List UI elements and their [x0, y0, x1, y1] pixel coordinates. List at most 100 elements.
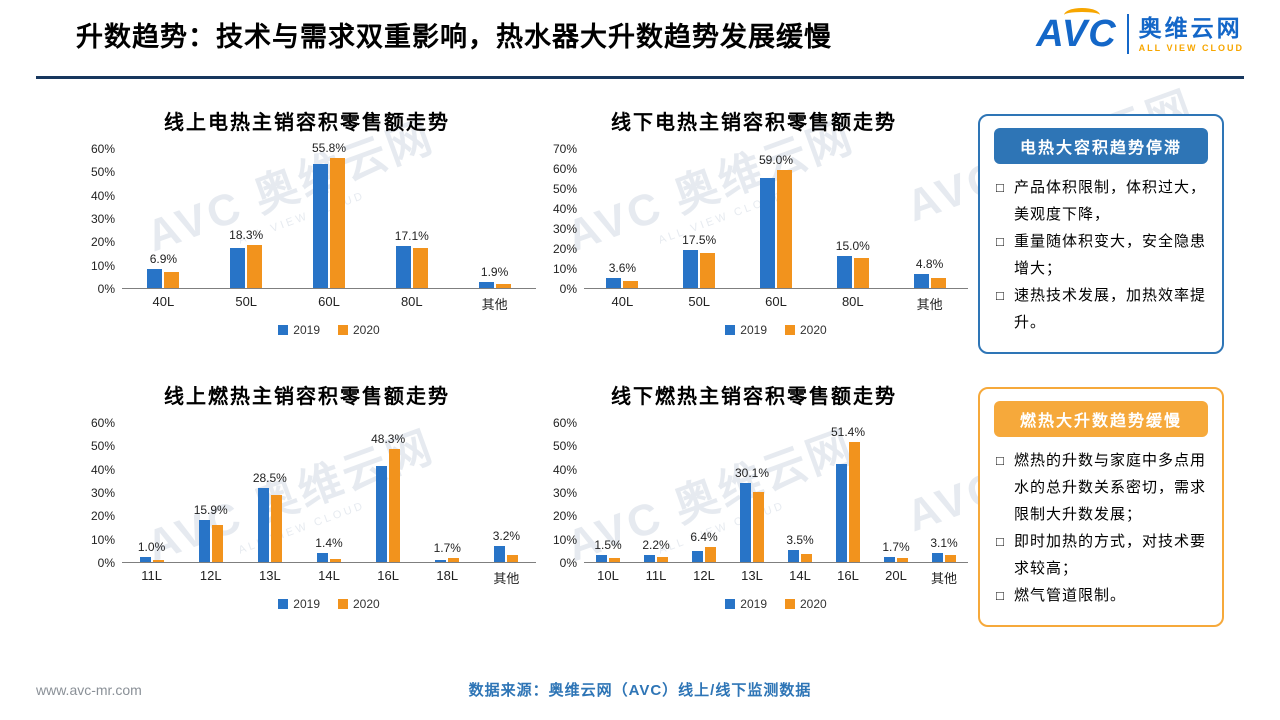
legend-item-2019: 2019 [278, 597, 320, 611]
y-tick-label: 50% [552, 182, 577, 196]
value-label: 18.3% [229, 228, 264, 242]
bar-2020-11L [152, 560, 164, 562]
y-tick-label: 10% [90, 532, 115, 547]
bar-2019-其他 [478, 282, 494, 288]
value-label: 15.9% [193, 503, 228, 517]
bar-group: 3.5% [776, 423, 824, 562]
bar-2020-40L [623, 281, 639, 288]
value-label: 1.7% [882, 540, 910, 554]
legend-item-2019: 2019 [725, 597, 767, 611]
legend-swatch [785, 325, 795, 335]
y-tick-label: 0% [97, 556, 115, 570]
legend-item-2020: 2020 [785, 597, 827, 611]
chart-title: 线上燃热主销容积零售额走势 [164, 386, 450, 408]
legend-label: 2019 [293, 597, 320, 611]
chart-title: 线下电热主销容积零售额走势 [611, 112, 897, 134]
value-label: 51.4% [830, 425, 866, 439]
legend-label: 2020 [353, 597, 380, 611]
legend-item-2020: 2020 [338, 597, 380, 611]
bar-2019-40L [147, 269, 163, 288]
plot-area: 1.0% 15.9% 28.5% 1.4% 48.3% 1.7% 3.2% [122, 423, 536, 563]
y-axis: 0% 10% 20% 30% 40% 50% 60% 70% [540, 142, 584, 296]
y-tick-label: 60% [90, 142, 115, 156]
value-label: 3.1% [930, 536, 958, 550]
category-label: 其他 [930, 571, 957, 586]
bar-2019-60L [312, 164, 328, 288]
plot-wrap: 3.6% 17.5% 59.0% 15.0% 4.8% 40L 50L 60L 80L 其他 [584, 149, 968, 313]
y-tick-label: 50% [552, 439, 577, 454]
category-label: 18L [436, 568, 459, 583]
bar-2020-16L [849, 442, 860, 562]
plot-wrap: 6.9% 18.3% 55.8% 17.1% 1.9% 40L 50L 60L 80L 其他 [122, 141, 536, 313]
bar-group: 30.1% [728, 423, 776, 562]
legend-label: 2020 [800, 323, 827, 337]
legend-label: 2020 [800, 597, 827, 611]
bar-group: 55.8% [288, 141, 371, 288]
bar-group: 48.3% [359, 423, 418, 562]
category-label: 40L [611, 294, 634, 309]
bar-2020-其他 [507, 555, 519, 562]
category-label: 11L [141, 568, 162, 583]
data-source: 数据来源：奥维云网（AVC）线上/线下监测数据 [468, 682, 812, 699]
panel-item: 速热技术发展，加热效率提升。 [994, 282, 1208, 336]
bar-group: 1.5% [584, 423, 632, 562]
y-tick-label: 20% [552, 509, 577, 524]
category-label: 80L [841, 294, 864, 309]
bar-group: 15.9% [181, 423, 240, 562]
chart-body: 0% 10% 20% 30% 40% 50% 60% 1.0% 15.9% 28.5% 1.4% 4… [78, 416, 536, 587]
logo-cn-text: 奥维云网 [1138, 15, 1243, 42]
plot-area: 3.6% 17.5% 59.0% 15.0% 4.8% [584, 149, 968, 289]
chart-body: 0% 10% 20% 30% 40% 50% 60% 6.9% 18.3% 55.8% 17.1%… [78, 141, 536, 313]
bar-group: 6.4% [680, 423, 728, 562]
y-tick-label: 20% [90, 235, 115, 250]
bar-2020-16L [389, 449, 401, 562]
x-axis: 40L 50L 60L 80L 其他 [584, 289, 968, 313]
bar-2019-14L [788, 550, 799, 562]
bar-2019-50L [683, 250, 699, 288]
y-tick-label: 50% [90, 165, 115, 180]
value-label: 2.2% [642, 538, 670, 552]
bar-group: 1.7% [872, 423, 920, 562]
y-tick-label: 10% [90, 258, 115, 273]
panel-item: 燃热的升数与家庭中多点用水的总升数关系密切，需求限制大升数发展； [994, 447, 1208, 528]
legend-swatch [725, 325, 736, 335]
value-label: 15.0% [835, 239, 870, 253]
category-label: 13L [259, 568, 281, 583]
logo-swoosh-icon [1064, 8, 1101, 22]
bar-group: 1.4% [299, 423, 358, 562]
chart-body: 0% 10% 20% 30% 40% 50% 60% 1.5% 2.2% 6.4% 30.1% 3.… [540, 416, 968, 587]
logo-tagline: ALL VIEW CLOUD [1138, 42, 1244, 53]
chart-online-electric: 线上电热主销容积零售额走势 0% 10% 20% 30% 40% 50% 60% 6.9% 1… [78, 106, 536, 337]
bar-2019-其他 [932, 553, 943, 562]
legend-swatch [278, 599, 289, 609]
legend-item-2019: 2019 [725, 323, 767, 337]
bar-group: 3.2% [477, 423, 536, 562]
bar-2020-其他 [945, 555, 956, 562]
bar-2020-60L [776, 170, 792, 288]
category-label: 80L [400, 294, 423, 309]
category-label: 60L [765, 294, 787, 309]
y-tick-label: 40% [90, 462, 115, 477]
legend-label: 2020 [353, 323, 380, 337]
bar-2019-40L [606, 278, 622, 288]
legend-label: 2019 [740, 597, 767, 611]
y-tick-label: 50% [90, 439, 115, 454]
category-label: 10L [597, 568, 619, 583]
value-label: 17.1% [394, 229, 429, 243]
bar-2019-80L [836, 256, 852, 288]
legend-label: 2019 [740, 323, 767, 337]
value-label: 59.0% [758, 153, 793, 167]
bar-2020-12L [705, 547, 716, 562]
bar-2019-14L [316, 553, 328, 562]
bar-2019-其他 [494, 546, 506, 562]
bar-2020-80L [412, 248, 428, 288]
bar-2019-80L [395, 246, 411, 288]
header-divider [36, 76, 1244, 79]
y-tick-label: 40% [90, 188, 115, 203]
page-title: 升数趋势：技术与需求双重影响，热水器大升数趋势发展缓慢 [76, 21, 832, 52]
category-label: 12L [693, 568, 715, 583]
y-tick-label: 0% [559, 282, 577, 296]
bar-2020-12L [211, 525, 223, 562]
legend-item-2020: 2020 [785, 323, 827, 337]
